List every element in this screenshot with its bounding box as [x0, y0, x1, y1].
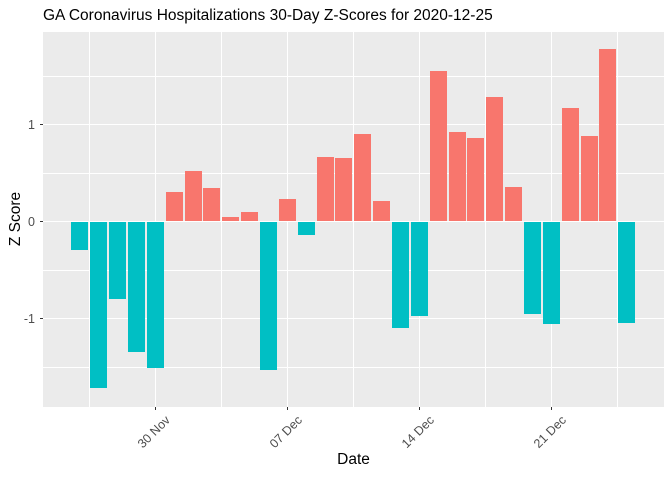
bar-2020-11-26 [71, 221, 89, 250]
gridline-x-minor [616, 32, 618, 407]
bar-2020-11-30 [146, 221, 164, 368]
bar-2020-12-19 [505, 186, 523, 222]
x-tick-label-21-Dec: 21 Dec [531, 413, 570, 451]
x-tick-label-07-Dec: 07 Dec [267, 413, 306, 451]
bar-2020-12-01 [165, 192, 183, 222]
x-tick-label-14-Dec: 14 Dec [399, 413, 438, 451]
gridline-x-minor [220, 32, 222, 407]
x-tick-mark [550, 407, 552, 410]
bar-2020-12-11 [354, 134, 372, 222]
bar-2020-12-10 [335, 158, 353, 222]
bar-2020-12-02 [184, 171, 202, 222]
x-tick-mark [286, 407, 288, 410]
bar-2020-12-12 [373, 201, 391, 222]
x-tick-label-30-Nov: 30 Nov [135, 413, 174, 451]
bar-2020-12-03 [203, 187, 221, 222]
bar-2020-12-06 [259, 221, 277, 370]
chart-title: GA Coronavirus Hospitalizations 30-Day Z… [43, 7, 493, 24]
gridline-x-minor [352, 32, 354, 407]
bar-2020-12-05 [241, 211, 259, 222]
y-tick-mark [40, 221, 43, 222]
y-tick-label-1: 1 [28, 117, 35, 132]
bar-2020-11-28 [109, 221, 127, 300]
plot-panel [43, 32, 664, 407]
bar-2020-12-15 [429, 71, 447, 222]
bar-2020-12-04 [222, 216, 240, 222]
bar-2020-12-22 [561, 108, 579, 222]
bar-2020-12-18 [486, 97, 504, 222]
x-tick-mark [154, 407, 156, 410]
bar-2020-12-13 [391, 221, 409, 329]
bar-2020-12-20 [523, 221, 541, 314]
bar-2020-12-09 [316, 156, 334, 222]
gridline-x-major [154, 32, 157, 407]
bar-2020-12-17 [467, 138, 485, 222]
bar-2020-12-24 [599, 48, 617, 222]
bar-2020-11-27 [90, 221, 108, 389]
gridline-x-minor [484, 32, 486, 407]
bar-2020-11-29 [127, 221, 145, 353]
bar-2020-12-23 [580, 136, 598, 222]
y-tick-mark [40, 124, 43, 125]
y-tick-label--1: -1 [23, 311, 35, 326]
y-tick-mark [40, 318, 43, 319]
gridline-x-major [550, 32, 553, 407]
bar-2020-12-16 [448, 132, 466, 222]
gridline-x-minor [88, 32, 90, 407]
bar-2020-12-25 [618, 221, 636, 324]
x-axis-title: Date [337, 451, 370, 468]
bar-2020-12-21 [542, 221, 560, 325]
bar-2020-12-07 [278, 199, 296, 222]
bar-2020-12-08 [297, 221, 315, 236]
gridline-x-major [418, 32, 421, 407]
y-tick-label-0: 0 [28, 214, 35, 229]
x-tick-mark [418, 407, 420, 410]
bar-2020-12-14 [410, 221, 428, 316]
